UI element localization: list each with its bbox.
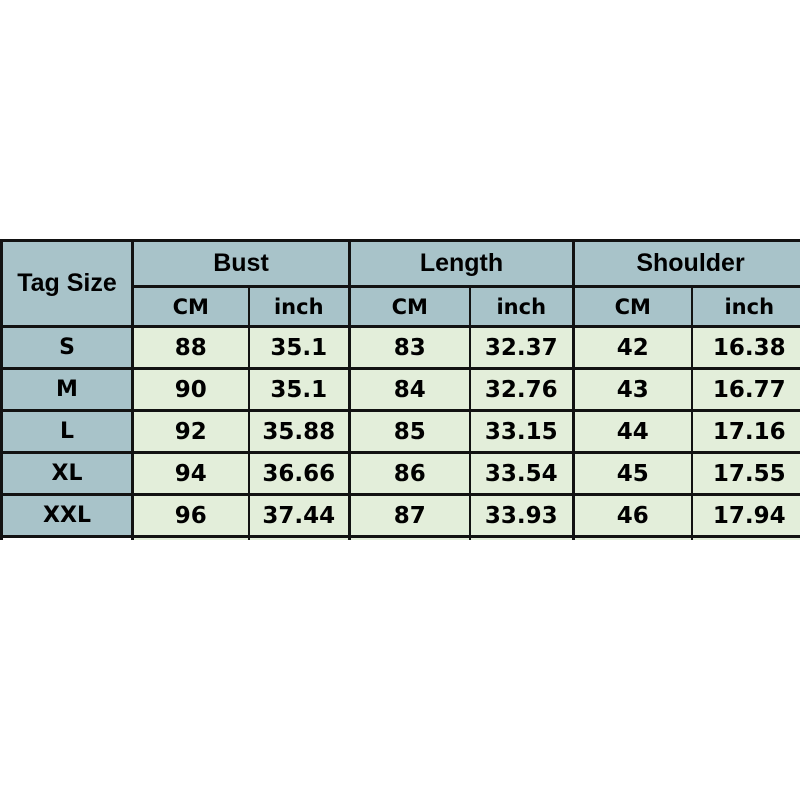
value-length-cm: 87 <box>348 493 471 538</box>
value-length-cm: 84 <box>348 367 471 412</box>
size-label: XXL <box>0 493 134 538</box>
size-label: XL <box>0 451 134 496</box>
clipped-cell <box>247 535 351 540</box>
table-row-s: S 88 35.1 83 32.37 42 16.38 <box>0 325 800 370</box>
value-length-inch: 33.54 <box>468 451 576 496</box>
unit-header-length-cm: CM <box>348 285 471 328</box>
value-shoulder-inch: 16.77 <box>690 367 800 412</box>
value-shoulder-inch: 16.38 <box>690 325 800 370</box>
unit-header-length-inch: inch <box>468 285 576 328</box>
value-bust-cm: 96 <box>131 493 250 538</box>
value-shoulder-cm: 46 <box>572 493 693 538</box>
value-length-cm: 85 <box>348 409 471 454</box>
table-row-xxl: XXL 96 37.44 87 33.93 46 17.94 <box>0 493 800 538</box>
column-group-shoulder: Shoulder <box>572 239 800 288</box>
value-bust-inch: 35.1 <box>247 325 351 370</box>
column-group-length: Length <box>347 239 576 288</box>
unit-header-shoulder-cm: CM <box>572 285 693 328</box>
clipped-cell <box>572 535 693 540</box>
size-label: L <box>0 409 134 454</box>
value-bust-inch: 36.66 <box>247 451 351 496</box>
table-row-l: L 92 35.88 85 33.15 44 17.16 <box>0 409 800 454</box>
unit-header-bust-cm: CM <box>131 285 250 328</box>
clipped-cell <box>348 535 471 540</box>
value-bust-cm: 92 <box>131 409 250 454</box>
unit-header-shoulder-inch: inch <box>690 285 800 328</box>
value-shoulder-inch: 17.94 <box>690 493 800 538</box>
value-length-cm: 86 <box>348 451 471 496</box>
value-shoulder-cm: 42 <box>572 325 693 370</box>
clipped-cell <box>468 535 576 540</box>
size-chart-table: Tag Size Bust Length Shoulder CM inch CM… <box>0 239 800 540</box>
value-bust-inch: 35.88 <box>247 409 351 454</box>
clipped-partial-row <box>0 535 800 540</box>
value-length-inch: 33.15 <box>468 409 576 454</box>
value-length-cm: 83 <box>348 325 471 370</box>
clipped-cell <box>131 535 250 540</box>
value-shoulder-inch: 17.16 <box>690 409 800 454</box>
value-bust-cm: 88 <box>131 325 250 370</box>
table-row-m: M 90 35.1 84 32.76 43 16.77 <box>0 367 800 412</box>
column-group-bust: Bust <box>131 239 351 288</box>
value-bust-cm: 94 <box>131 451 250 496</box>
size-label: S <box>0 325 134 370</box>
unit-header-bust-inch: inch <box>247 285 351 328</box>
value-shoulder-cm: 45 <box>572 451 693 496</box>
header-group-row: Tag Size Bust Length Shoulder <box>0 239 800 328</box>
value-shoulder-cm: 44 <box>572 409 693 454</box>
clipped-cell <box>0 535 134 540</box>
value-bust-inch: 35.1 <box>247 367 351 412</box>
table-row-xl: XL 94 36.66 86 33.54 45 17.55 <box>0 451 800 496</box>
size-label: M <box>0 367 134 412</box>
header-unit-row: CM inch CM inch CM inch <box>2 285 800 328</box>
size-chart-container: Tag Size Bust Length Shoulder CM inch CM… <box>0 239 800 565</box>
value-bust-inch: 37.44 <box>247 493 351 538</box>
value-length-inch: 32.76 <box>468 367 576 412</box>
value-length-inch: 32.37 <box>468 325 576 370</box>
value-length-inch: 33.93 <box>468 493 576 538</box>
clipped-cell <box>690 535 800 540</box>
value-shoulder-cm: 43 <box>572 367 693 412</box>
corner-header-tag-size: Tag Size <box>0 239 134 328</box>
value-bust-cm: 90 <box>131 367 250 412</box>
value-shoulder-inch: 17.55 <box>690 451 800 496</box>
